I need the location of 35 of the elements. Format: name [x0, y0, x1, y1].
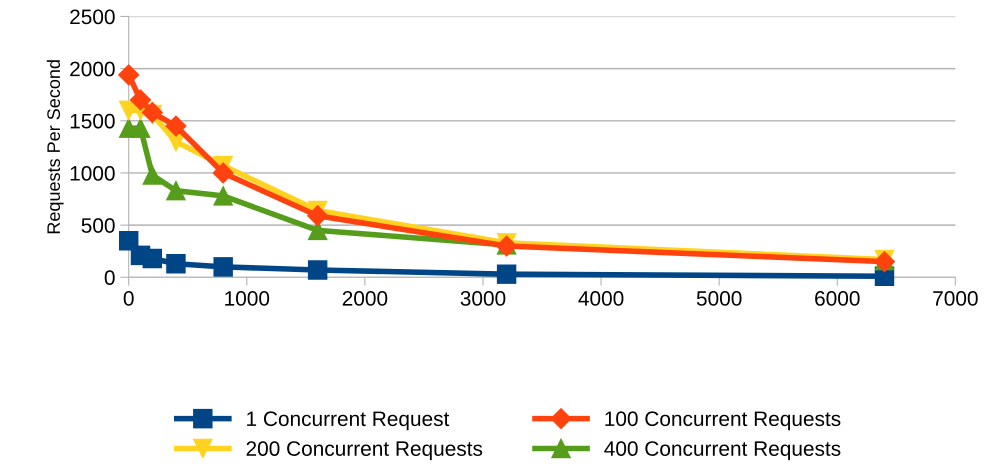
y-tick-label: 500 [82, 218, 115, 233]
x-tick-label: 0 [124, 291, 134, 306]
x-tick-label: 7000 [933, 291, 978, 306]
point [166, 180, 186, 200]
x-tick-label: 2000 [342, 291, 388, 306]
y-tick-label: 1000 [70, 166, 115, 181]
point [118, 231, 138, 251]
x-tick-label: 3000 [460, 291, 506, 306]
point [142, 248, 162, 268]
y-tick-label: 2000 [70, 62, 115, 76]
point [165, 115, 186, 137]
point [130, 89, 152, 110]
point [213, 186, 233, 206]
x-tick-label: 6000 [815, 291, 860, 306]
x-tick-label: 5000 [696, 291, 742, 306]
y-tick-label: 1500 [70, 114, 115, 129]
y-tick-label: 0 [104, 270, 115, 286]
y-tick-label: 2500 [70, 9, 115, 24]
x-tick-label: 4000 [578, 291, 624, 306]
point [213, 257, 233, 277]
point [142, 165, 162, 185]
point [212, 162, 234, 184]
point [130, 118, 150, 138]
point [496, 264, 516, 284]
point [118, 64, 140, 86]
x-tick-label: 1000 [225, 291, 270, 306]
point [166, 254, 186, 274]
legend-label: 1 Concurrent Request [247, 411, 450, 430]
point [307, 205, 328, 226]
y-axis-title: Requests Per Second [46, 60, 64, 234]
point [308, 260, 328, 280]
legend-label: 200 Concurrent Requests [246, 441, 482, 460]
legend-label: 100 Concurrent Requests [605, 411, 840, 430]
point [142, 102, 163, 123]
legend-label: 400 Concurrent Requests [604, 441, 840, 460]
